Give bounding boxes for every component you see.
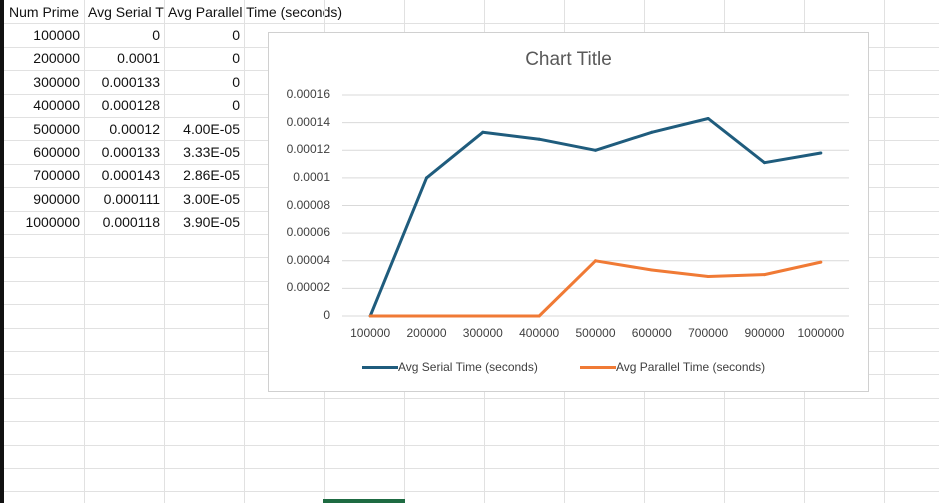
data-point[interactable] [537,314,541,318]
row-gridline [4,397,939,399]
cell[interactable]: 400000 [33,97,80,114]
x-tick-label: 500000 [575,326,616,340]
legend-parallel-label: Avg Parallel Time (seconds) [616,360,766,374]
cell[interactable]: 0.000133 [101,73,160,90]
cell[interactable]: 200000 [33,50,80,67]
row-gridline [4,468,939,469]
y-tick-label: 0 [323,308,330,322]
x-tick-label: 1000000 [797,326,845,340]
data-point[interactable] [706,116,710,120]
cell[interactable]: 900000 [33,190,80,207]
y-tick-label: 0.00016 [286,87,330,101]
data-point[interactable] [425,176,428,180]
series-line-serial[interactable] [368,117,822,317]
cell[interactable]: 3.90E-05 [183,214,240,231]
cell[interactable]: 300000 [33,73,80,90]
cell[interactable]: 2.86E-05 [183,167,240,184]
cell[interactable]: 0.00012 [109,120,160,137]
legend-serial[interactable]: Avg Serial Time (seconds) [362,360,538,374]
row-gridline [4,491,939,493]
cell[interactable]: 0.000111 [103,190,160,207]
header-avg-serial[interactable]: Avg Serial T [88,4,164,20]
y-tick-label: 0.00008 [286,197,330,212]
data-point[interactable] [819,151,823,155]
header-avg-parallel[interactable]: Avg Parallel Time (seconds) [168,4,343,20]
cell[interactable]: 0.000133 [101,143,160,160]
data-point[interactable] [594,148,597,152]
data-point[interactable] [481,130,485,134]
legend-serial-swatch [362,366,398,370]
x-tick-label: 600000 [631,326,672,340]
row-gridline [4,421,939,423]
line-chart[interactable]: Chart Title 0 0.00002 0.00004 0.00006 0.0000… [268,32,869,392]
y-tick-label: 0.00004 [286,252,330,267]
cell[interactable]: 4.00E-05 [183,120,240,137]
data-point[interactable] [819,260,823,264]
y-tick-label: 0.00014 [286,114,330,129]
data-point[interactable] [706,274,710,278]
active-sheet-tab-indicator[interactable] [323,499,405,503]
y-tick-label: 0.00002 [286,280,330,295]
cell[interactable]: 600000 [33,143,80,160]
row-gridline [4,444,939,446]
cell[interactable]: 0 [232,73,240,90]
data-point[interactable] [481,314,485,318]
cell[interactable]: 500000 [33,120,80,137]
x-tick-label: 900000 [744,326,785,340]
data-point[interactable] [537,137,541,141]
cell[interactable]: 3.00E-05 [183,190,240,207]
chart-title[interactable]: Chart Title [525,49,612,70]
x-tick-label: 200000 [406,326,447,340]
data-point[interactable] [368,314,372,318]
x-tick-label: 400000 [519,326,560,340]
chart-plot [342,94,849,318]
legend-parallel[interactable]: Avg Parallel Time (seconds) [580,360,765,374]
legend-parallel-swatch [580,366,616,370]
header-num-prime[interactable]: Num Prime [9,4,80,20]
cell[interactable]: 700000 [33,167,80,184]
cell[interactable]: 0.000128 [101,97,160,114]
data-point[interactable] [650,268,654,272]
x-tick-label: 700000 [688,326,729,340]
cell[interactable]: 0.0001 [117,50,160,67]
cell[interactable]: 0 [232,26,240,43]
cell[interactable]: 0 [152,26,160,43]
x-tick-label: 300000 [462,326,503,340]
column-gridline [884,0,885,503]
cell[interactable]: 0.000118 [102,214,160,231]
cell[interactable]: 1000000 [25,214,80,231]
data-point[interactable] [594,259,597,263]
cell[interactable]: 0 [232,97,240,114]
column-gridline [84,0,85,503]
cell[interactable]: 100000 [33,26,80,43]
window-edge [0,0,4,503]
legend-serial-label: Avg Serial Time (seconds) [398,360,538,374]
cell[interactable]: 3.33E-05 [183,143,240,160]
cell[interactable]: 0.000143 [101,167,160,184]
y-tick-label: 0.00006 [286,225,330,240]
y-tick-label: 0.0001 [293,169,330,184]
data-point[interactable] [650,130,654,134]
cell[interactable]: 0 [232,50,240,67]
data-point[interactable] [763,273,766,277]
column-gridline [164,0,165,503]
y-tick-label: 0.00012 [286,142,330,157]
data-point[interactable] [763,161,766,165]
data-point[interactable] [425,314,428,318]
x-tick-label: 100000 [350,326,391,340]
column-gridline [244,0,245,503]
row-gridline [4,23,939,25]
